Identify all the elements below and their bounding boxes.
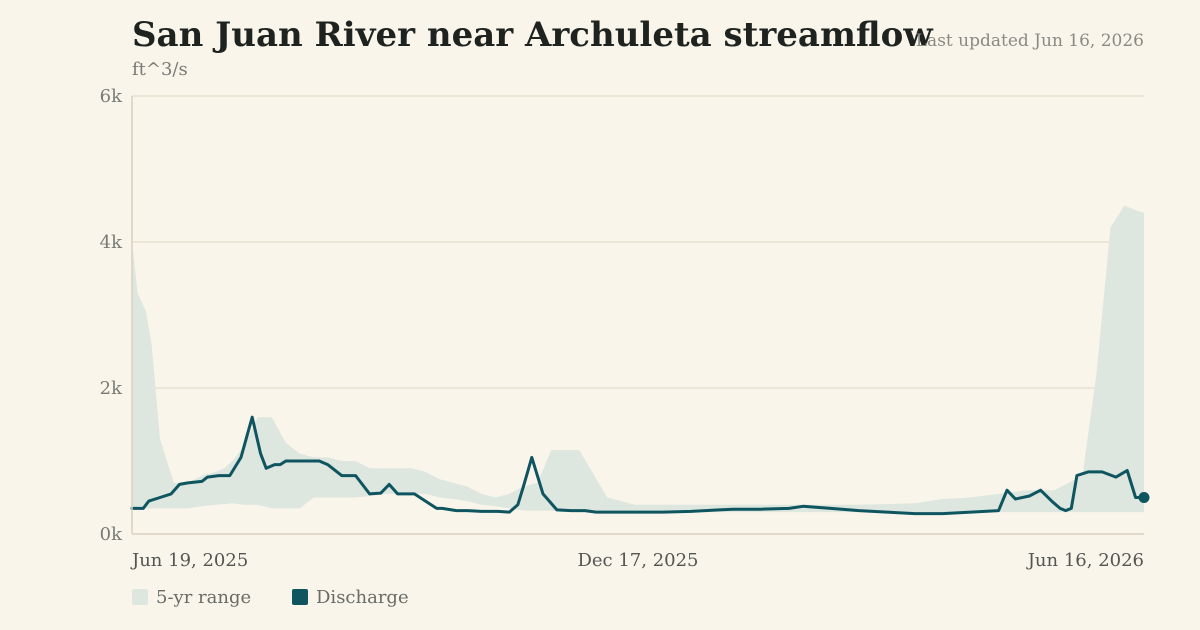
legend-range-label: 5-yr range <box>156 587 251 608</box>
legend-discharge-label: Discharge <box>316 587 409 608</box>
legend: 5-yr range Discharge <box>132 587 409 608</box>
gridlines <box>132 95 1144 389</box>
y-tick-labels: 0k 2k 4k 6k <box>100 86 123 545</box>
range-band-layer <box>132 205 1144 513</box>
last-updated-label: Last updated Jun 16, 2026 <box>916 31 1144 51</box>
discharge-line <box>130 415 1146 516</box>
legend-discharge-swatch <box>292 589 308 605</box>
y-tick-label: 4k <box>100 232 123 253</box>
y-axis-unit-label: ft^3/s <box>132 59 188 80</box>
axes <box>131 96 1144 535</box>
range-band <box>132 205 1144 513</box>
chart-title: San Juan River near Archuleta streamflow <box>132 15 933 55</box>
y-tick-label: 2k <box>100 378 123 399</box>
y-tick-label: 0k <box>100 524 123 545</box>
x-tick-label: Jun 16, 2026 <box>1026 550 1144 571</box>
legend-range-swatch <box>132 589 148 605</box>
x-tick-label: Dec 17, 2025 <box>577 550 698 571</box>
latest-discharge-point[interactable] <box>1138 492 1150 503</box>
x-tick-labels: Jun 19, 2025 Dec 17, 2025 Jun 16, 2026 <box>130 550 1144 571</box>
y-tick-label: 6k <box>100 86 123 107</box>
x-tick-label: Jun 19, 2025 <box>130 550 248 571</box>
discharge-line-layer <box>130 415 1150 516</box>
